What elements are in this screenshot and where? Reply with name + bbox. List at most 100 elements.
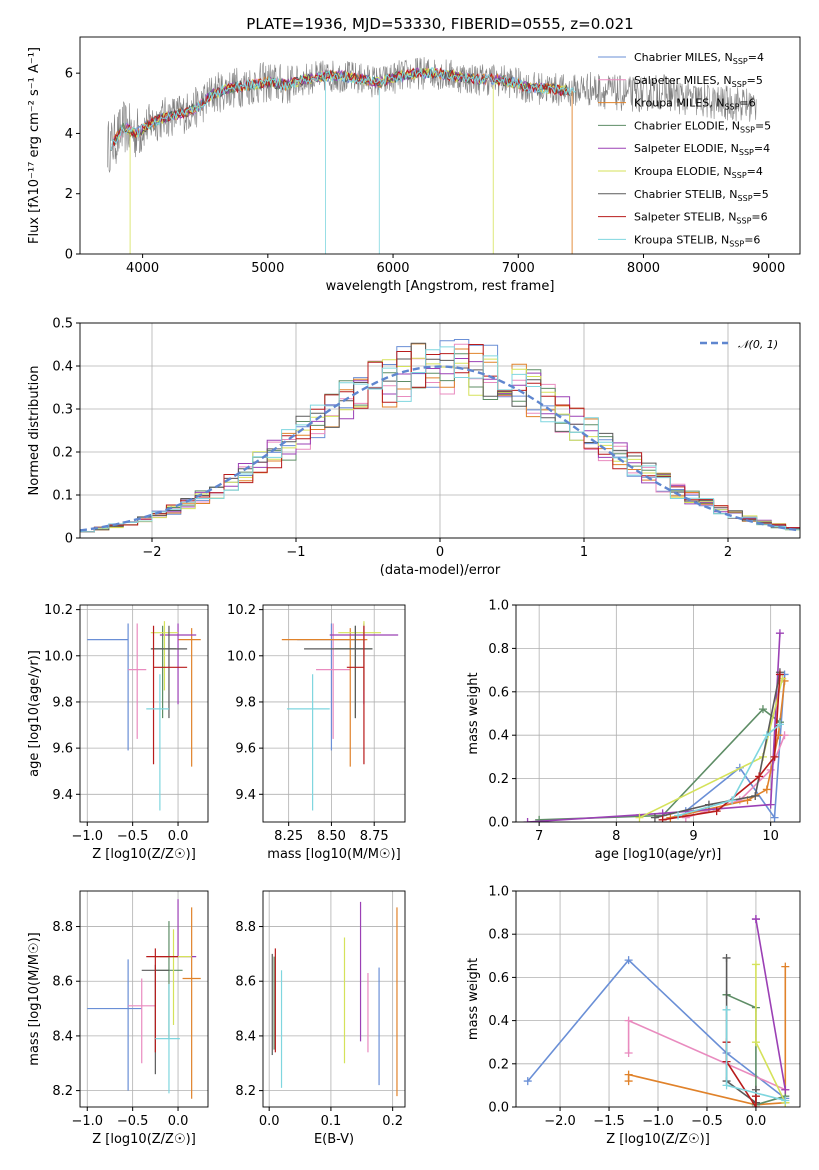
spectrum-legend: Chabrier MILES, NSSP=4 Salpeter MILES, NS… [598,51,771,248]
y-tick-label: 0.4 [488,729,509,744]
plot-area [281,621,399,811]
data-point-marker [781,1085,790,1094]
residual-histogram [80,343,800,533]
x-axis-label: age [log10(age/yr)] [595,847,722,862]
x-tick-label: 0.0 [259,1114,280,1129]
y-axis-label: mass weight [466,958,481,1040]
y-axis-label: mass weight [466,672,481,754]
x-axis-label: E(B-V) [314,1132,354,1147]
legend-value: =6 [739,97,755,110]
y-tick-label: 8.6 [235,975,256,990]
residual-histogram [80,342,800,533]
legend-label: 𝒩(0, 1) [738,338,778,351]
legend-label: Salpeter STELIB, NSSP=6 [634,211,768,226]
data-point-marker [523,1077,532,1086]
y-tick-label: 10.2 [227,603,256,618]
legend-value: =4 [747,165,763,178]
legend-value: =6 [751,211,767,224]
legend-label: Salpeter ELODIE, NSSP=4 [634,142,770,157]
y-tick-label: 8.2 [52,1084,73,1099]
legend-subscript: SSP [724,103,739,112]
mass-weight-line [755,964,787,1104]
mass-weight-line [527,633,781,822]
data-point-marker [758,705,767,714]
x-tick-label: 4000 [126,261,159,276]
y-axis-label: Flux [fλ10⁻¹⁷ erg cm⁻² s⁻¹ A⁻¹] [27,47,42,244]
x-tick-label: 0.1 [321,1114,342,1129]
axes-frame [515,604,801,823]
x-tick-label: −1.5 [593,1114,625,1129]
panel-age-vs-mass: 8.25 8.50 8.75 9.4 9.6 9.8 10.0 10.2 mass [log10… [227,603,406,862]
y-tick-label: 0.8 [488,928,509,943]
legend-subscript: SSP [732,80,747,89]
mass-weight-line [677,723,781,817]
x-tick-label: 0 [436,545,444,560]
x-tick-label: −1.0 [71,1114,103,1129]
legend-subscript: SSP [729,239,744,248]
data-point-marker [775,629,784,638]
plot-area [523,915,790,1107]
x-tick-label: 0.2 [382,1114,403,1129]
x-tick-label: 8.25 [274,829,303,844]
x-tick-label: 8.75 [360,829,389,844]
y-tick-label: 9.8 [52,695,73,710]
data-point-marker [523,818,532,822]
y-tick-label: 8.8 [235,920,256,935]
data-point-marker [650,813,659,822]
data-point-marker [755,772,764,781]
y-tick-label: 8.2 [235,1084,256,1099]
mass-weight-line [755,918,787,1090]
legend-subscript: SSP [732,171,747,180]
panel-mass-weight-vs-Z: −2.0 −1.5 −1.0 −0.5 0.0 0.0 0.2 0.4 0.6 0.8 1.0 Z [… [466,885,801,1147]
data-point-marker [781,1096,790,1105]
x-axis-label: Z [log10(Z/Z☉)] [92,1132,196,1147]
x-tick-label: 2 [724,545,732,560]
y-tick-label: 10.2 [44,603,73,618]
y-tick-label: 0.5 [52,317,73,332]
x-axis-label: wavelength [Angstrom, rest frame] [326,279,555,294]
plot-area [523,629,789,822]
x-tick-label: −2.0 [544,1114,576,1129]
data-point-marker [624,1049,633,1057]
legend-value: =4 [754,142,770,155]
data-point-marker [751,791,760,800]
plot-area [87,899,201,1099]
data-point-marker [624,1070,633,1079]
x-tick-label: 9000 [752,261,785,276]
legend-subscript: SSP [739,148,754,157]
data-point-marker [712,807,721,816]
data-point-marker [624,956,633,965]
panel-mass-vs-EBV: 0.0 0.1 0.2 8.2 8.4 8.6 8.8 E(B-V) [235,890,406,1147]
y-tick-label: 0.1 [52,489,73,504]
legend-value: =6 [744,233,760,246]
data-point-marker [751,1038,760,1047]
x-tick-label: 9 [689,829,697,844]
y-tick-label: 0.2 [488,772,509,787]
data-point-marker [624,1016,633,1025]
legend-subscript: SSP [738,194,753,203]
residual-histogram [80,358,800,533]
x-tick-label: 0.0 [168,1114,189,1129]
y-tick-label: 9.4 [235,788,256,803]
y-axis-label: Normed distribution [27,366,42,496]
x-tick-label: 8.50 [317,829,346,844]
legend-value: =5 [755,119,771,132]
mass-weight-line [726,993,786,1106]
plot-area [107,57,757,254]
y-tick-label: 0.4 [52,360,73,375]
data-point-marker [770,752,779,761]
x-tick-label: 6000 [376,261,409,276]
y-tick-label: 0.2 [488,1057,509,1072]
panel-spectrum: 4000 5000 6000 7000 8000 9000 0 2 4 6 wavelength [… [27,36,801,294]
x-tick-label: 5000 [251,261,284,276]
legend-value: =5 [753,188,769,201]
y-tick-label: 8.8 [52,920,73,935]
x-tick-label: −0.5 [117,1114,149,1129]
y-tick-label: 0.8 [488,642,509,657]
residual-histogram [80,344,800,533]
plot-area [87,621,201,811]
data-point-marker [722,953,731,962]
axes-frame [79,890,209,1108]
y-tick-label: 0.2 [52,446,73,461]
